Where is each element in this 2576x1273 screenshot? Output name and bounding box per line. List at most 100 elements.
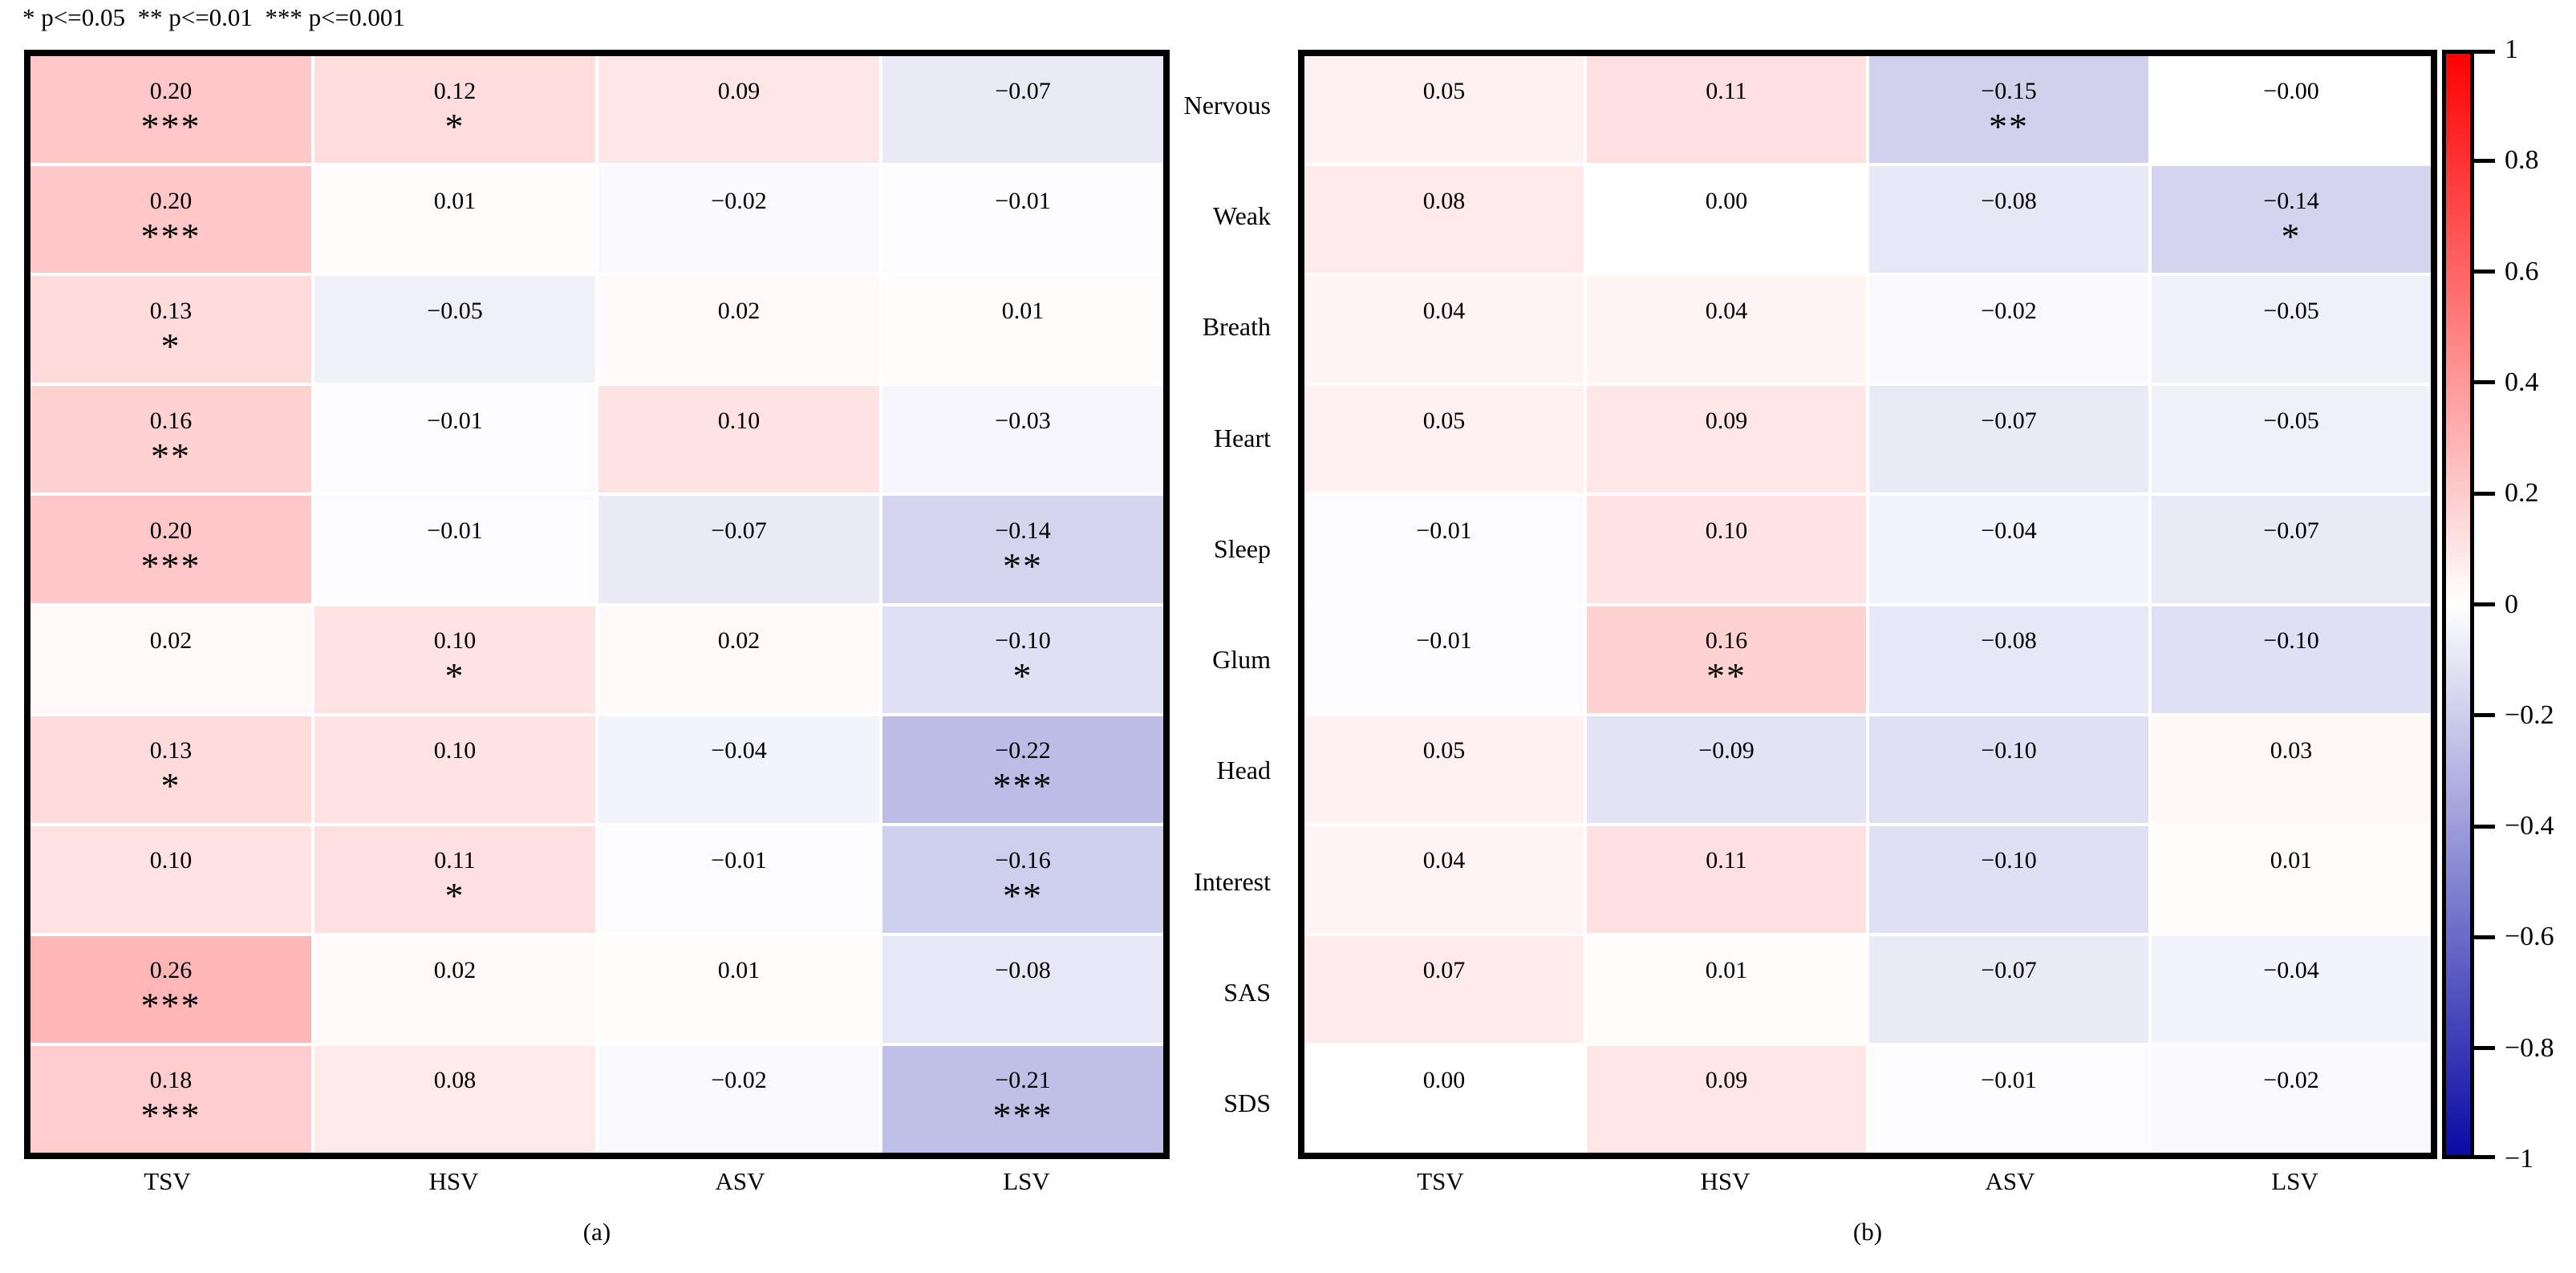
cell-significance: *: [2281, 217, 2302, 255]
heatmap-cell: −0.05: [2152, 386, 2431, 493]
heatmap-cell: 0.16 **: [30, 386, 311, 493]
cell-value: −0.01: [995, 187, 1051, 214]
column-label: TSV: [144, 1167, 191, 1195]
column-label: HSV: [428, 1167, 479, 1195]
heatmap-cell: −0.08: [1869, 606, 2148, 713]
cell-value: 0.02: [717, 627, 761, 655]
cell-significance: ***: [140, 107, 201, 145]
colorbar-tick-mark: [2474, 1155, 2495, 1159]
colorbar-ticks: 1 0.8 0.6 0.4 0.2 0 −0.2 −0.4 −0.6 −0.8 −1: [2474, 36, 2576, 1173]
cell-value: 0.18: [149, 1067, 193, 1094]
cell-value: 0.01: [1001, 297, 1045, 324]
colorbar-tick-mark: [2474, 1046, 2495, 1051]
cell-value: 0.10: [433, 737, 477, 764]
cell-value: −0.10: [2263, 627, 2319, 655]
heatmap-cell: 0.09: [1587, 1045, 1866, 1153]
cell-value: 0.05: [1422, 407, 1466, 434]
cell-value: −0.22: [995, 737, 1051, 764]
cell-value: −0.02: [711, 187, 767, 214]
colorbar-tick-label: 1: [2505, 34, 2518, 64]
cell-value: 0.16: [1705, 627, 1748, 655]
cell-value: 0.11: [1706, 847, 1747, 874]
cell-significance: ***: [140, 547, 201, 585]
heatmap-cell: −0.08: [1869, 166, 2148, 274]
cell-value: 0.01: [717, 957, 761, 984]
colorbar-tick-mark: [2474, 270, 2495, 274]
cell-value: −0.04: [1981, 517, 2037, 544]
heatmap-cell: 0.03: [2152, 716, 2431, 823]
colorbar-tick-label: −1: [2505, 1144, 2534, 1174]
colorbar-tick-mark: [2474, 158, 2495, 163]
colorbar-tick-label: 0.4: [2505, 367, 2539, 397]
cell-value: −0.10: [995, 627, 1051, 655]
cell-value: 0.08: [433, 1067, 477, 1094]
heatmap-cell: −0.01: [882, 166, 1163, 274]
heatmap-b: 0.05 0.11 −0.15 ** −0.00 0.08 0.00 −0.08 −0.14 * 0…: [1298, 50, 2437, 1159]
heatmap-cell: 0.07: [1304, 935, 1584, 1043]
heatmap-cell: 0.02: [314, 935, 595, 1043]
cell-value: 0.09: [717, 77, 761, 104]
cell-value: −0.01: [1416, 517, 1472, 544]
cell-value: −0.09: [1698, 737, 1755, 764]
cell-value: 0.08: [1422, 187, 1466, 214]
heatmap-cell: 0.10: [1587, 496, 1866, 603]
heatmap-cell: −0.07: [2152, 496, 2431, 603]
cell-significance: ***: [992, 1097, 1053, 1135]
cell-value: 0.13: [149, 737, 193, 764]
column-label: LSV: [2271, 1167, 2318, 1195]
cell-value: 0.04: [1422, 297, 1466, 324]
colorbar: [2442, 50, 2474, 1159]
cell-value: −0.04: [711, 737, 767, 764]
heatmap-cell: −0.05: [2152, 276, 2431, 383]
cell-value: −0.05: [427, 297, 483, 324]
heatmap-cell: 0.02: [598, 606, 879, 713]
colorbar-tick-label: 0.6: [2505, 256, 2539, 286]
cell-value: −0.01: [1416, 627, 1472, 655]
row-label: Breath: [1202, 312, 1271, 342]
heatmap-cell: 0.10: [314, 716, 595, 823]
heatmap-cell: −0.02: [598, 1045, 879, 1153]
heatmap-cell: −0.00: [2152, 56, 2431, 164]
cell-value: −0.07: [1981, 957, 2037, 984]
heatmap-cell: 0.02: [598, 276, 879, 383]
heatmap-cell: −0.09: [1587, 716, 1866, 823]
heatmap-a: 0.20 *** 0.12 * 0.09 −0.07 0.20 *** 0.01 −0.02 −0.…: [24, 50, 1170, 1159]
cell-value: −0.08: [1981, 627, 2037, 655]
colorbar-tick-mark: [2474, 713, 2495, 718]
colorbar-tick-label: 0.8: [2505, 145, 2539, 176]
cell-significance: ***: [992, 768, 1053, 805]
heatmap-cell: 0.05: [1304, 56, 1584, 164]
heatmap-cell: 0.04: [1304, 825, 1584, 933]
heatmap-cell: −0.01: [314, 496, 595, 603]
cell-significance: **: [1706, 658, 1746, 695]
cell-value: −0.05: [2263, 407, 2319, 434]
x-axis-labels-a: TSV HSV ASV LSV: [24, 1167, 1170, 1196]
heatmap-cell: 0.01: [314, 166, 595, 274]
heatmap-cell: −0.07: [598, 496, 879, 603]
row-label: Weak: [1212, 201, 1271, 230]
cell-value: 0.26: [149, 957, 193, 984]
cell-value: −0.14: [995, 517, 1051, 544]
cell-significance: *: [444, 878, 465, 915]
heatmap-cell: 0.12 *: [314, 56, 595, 164]
row-label: Sleep: [1213, 533, 1271, 563]
cell-value: 0.02: [433, 957, 477, 984]
cell-value: 0.00: [1705, 187, 1748, 214]
heatmap-cell: 0.11 *: [314, 825, 595, 933]
heatmap-cell: −0.04: [2152, 935, 2431, 1043]
cell-value: 0.01: [2270, 847, 2313, 874]
colorbar-tick-mark: [2474, 380, 2495, 385]
cell-significance: ***: [140, 987, 201, 1025]
cell-significance: *: [160, 768, 181, 805]
row-label: SDS: [1223, 1089, 1271, 1118]
heatmap-cell: −0.07: [1869, 386, 2148, 493]
heatmap-cell: 0.10: [598, 386, 879, 493]
heatmap-cell: 0.00: [1304, 1045, 1584, 1153]
column-label: LSV: [1003, 1167, 1050, 1195]
cell-value: −0.04: [2263, 957, 2319, 984]
cell-value: 0.04: [1705, 297, 1748, 324]
cell-value: 0.20: [149, 77, 193, 104]
colorbar-tick-label: −0.4: [2505, 811, 2554, 841]
heatmap-cell: 0.00: [1587, 166, 1866, 274]
